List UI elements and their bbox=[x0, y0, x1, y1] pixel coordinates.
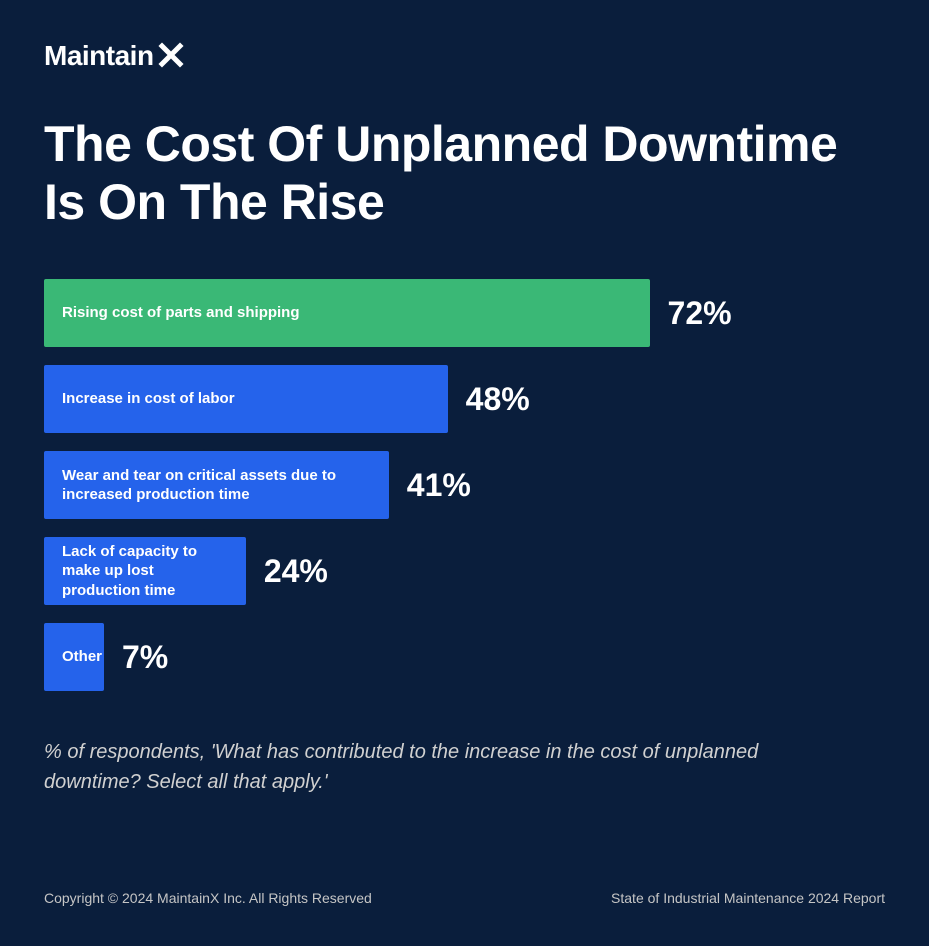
bar-row: Lack of capacity to make up lost product… bbox=[44, 537, 885, 605]
brand-logo: Maintain bbox=[44, 40, 885, 72]
bar-value: 72% bbox=[668, 295, 732, 332]
bar-label: Increase in cost of labor bbox=[62, 389, 235, 409]
logo-text: Maintain bbox=[44, 40, 154, 72]
bar-row: Other 7% bbox=[44, 623, 885, 691]
bar: Increase in cost of labor bbox=[44, 365, 448, 433]
bar-value: 41% bbox=[407, 467, 471, 504]
chart-title: The Cost Of Unplanned Downtime Is On The… bbox=[44, 116, 885, 231]
bar-label: Rising cost of parts and shipping bbox=[62, 303, 300, 323]
bar-label: Other bbox=[62, 647, 102, 667]
bar: Wear and tear on critical assets due to … bbox=[44, 451, 389, 519]
copyright-text: Copyright © 2024 MaintainX Inc. All Righ… bbox=[44, 890, 372, 906]
bar: Rising cost of parts and shipping bbox=[44, 279, 650, 347]
bar: Lack of capacity to make up lost product… bbox=[44, 537, 246, 605]
bar-label: Lack of capacity to make up lost product… bbox=[62, 542, 228, 601]
source-text: State of Industrial Maintenance 2024 Rep… bbox=[611, 890, 885, 906]
horizontal-bar-chart: Rising cost of parts and shipping 72% Incr… bbox=[44, 279, 885, 691]
bar-row: Rising cost of parts and shipping 72% bbox=[44, 279, 885, 347]
bar-value: 24% bbox=[264, 553, 328, 590]
footer: Copyright © 2024 MaintainX Inc. All Righ… bbox=[44, 890, 885, 906]
bar: Other bbox=[44, 623, 104, 691]
bar-row: Increase in cost of labor 48% bbox=[44, 365, 885, 433]
chart-caption: % of respondents, 'What has contributed … bbox=[44, 737, 804, 797]
bar-value: 7% bbox=[122, 639, 168, 676]
logo-x-icon bbox=[158, 42, 184, 73]
bar-label: Wear and tear on critical assets due to … bbox=[62, 466, 362, 505]
bar-row: Wear and tear on critical assets due to … bbox=[44, 451, 885, 519]
bar-value: 48% bbox=[466, 381, 530, 418]
